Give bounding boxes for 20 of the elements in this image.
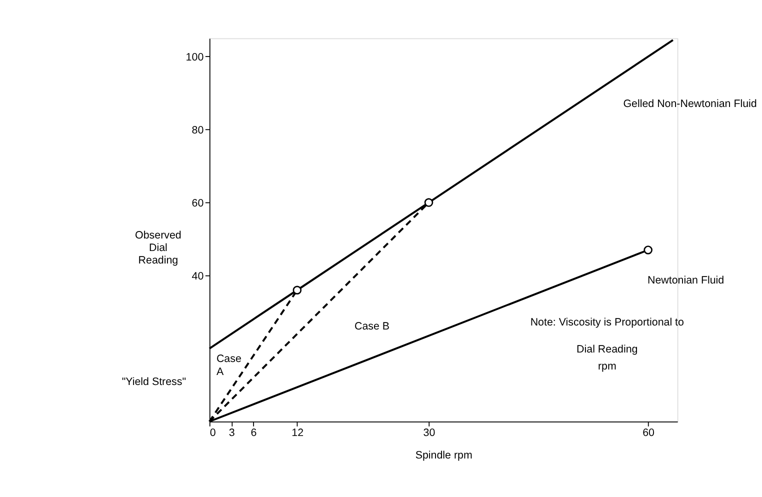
annotation: Note: Viscosity is Proportional to — [530, 316, 684, 328]
annotation: Case B — [354, 320, 390, 332]
x-tick-label: 12 — [292, 427, 304, 440]
y-tick-label: 80 — [192, 124, 204, 137]
x-tick-label: 6 — [250, 427, 257, 440]
y-axis-title: Observed Dial Reading — [135, 229, 182, 266]
y-tick-label: 60 — [192, 198, 204, 210]
annotation: Dial Reading — [576, 343, 638, 356]
y-tick-label: 100 — [186, 52, 204, 64]
annotation: Case A — [216, 352, 242, 378]
text: "Yield Stress" — [122, 376, 186, 388]
annotation: rpm — [598, 360, 616, 373]
x-tick-label: 60 — [642, 427, 655, 440]
y-tick-label: 40 — [192, 270, 204, 283]
x-tick-label: 3 — [228, 427, 235, 440]
annotation: Newtonian Fluid — [647, 274, 724, 286]
annotation: Gelled Non-Newtonian Fluid — [623, 98, 757, 110]
x-axis-title: Spindle rpm — [415, 450, 472, 462]
x-tick-label: 30 — [423, 427, 436, 440]
x-tick-label: 0 — [210, 427, 216, 440]
